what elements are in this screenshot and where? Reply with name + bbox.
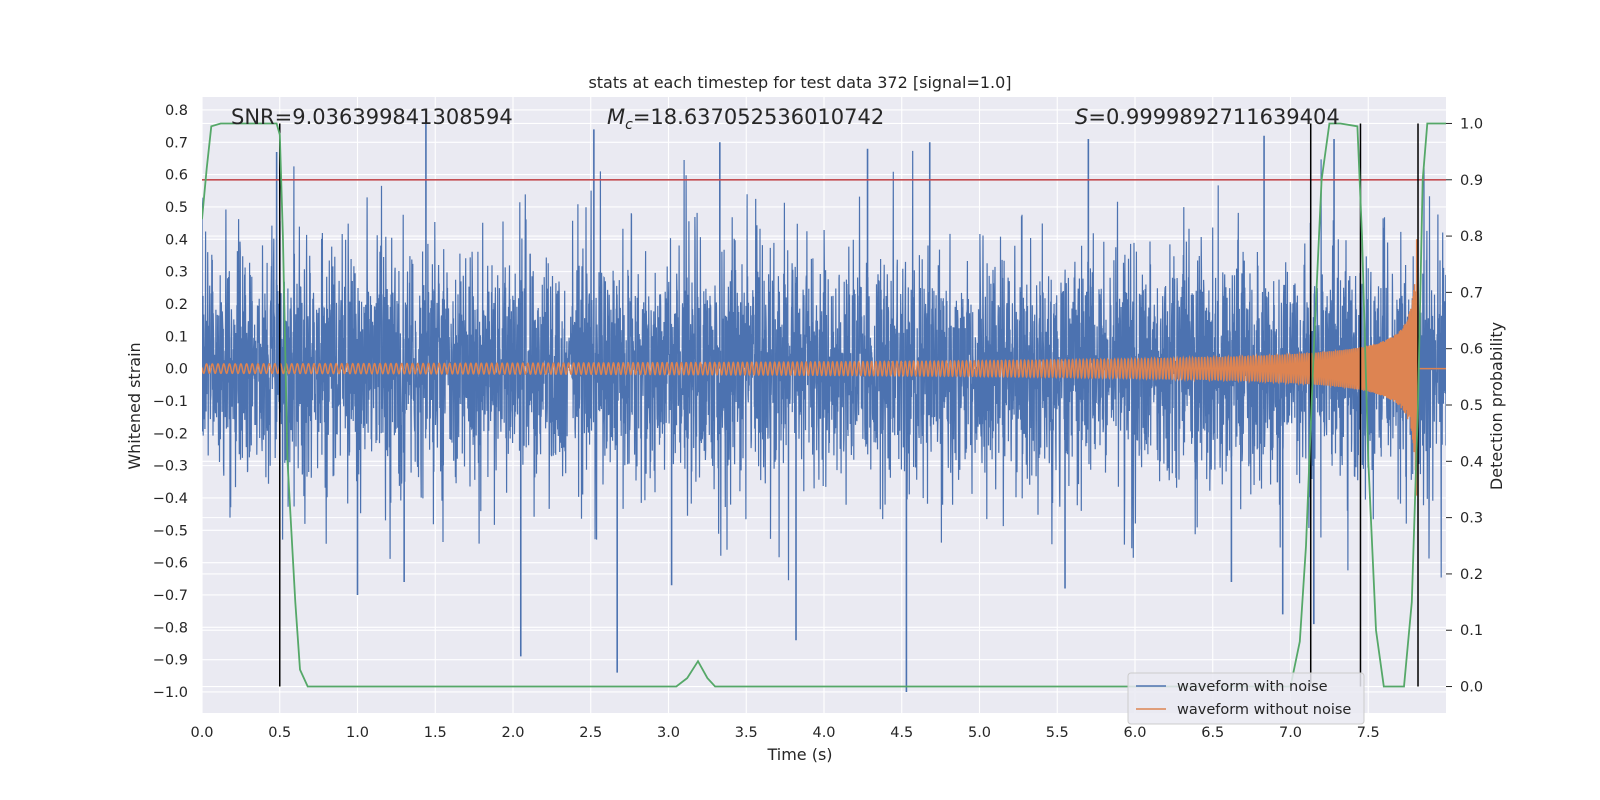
x-tick-label: 3.5 — [735, 725, 758, 741]
y2-axis-label: Detection probability — [1487, 322, 1506, 490]
x-tick-labels: 0.0 0.5 1.0 1.5 2.0 2.5 3.0 3.5 4.0 4.5 5.0 5.5 6.0 6… — [190, 725, 1379, 741]
chart-title: stats at each timestep for test data 372… — [588, 73, 1011, 92]
y-tick-label: 0.3 — [165, 265, 188, 281]
y-tick-label: −0.4 — [153, 491, 188, 507]
y-tick-label: 0.5 — [165, 200, 188, 216]
x-tick-label: 4.0 — [812, 725, 835, 741]
x-tick-label: 2.5 — [579, 725, 602, 741]
y-tick-label: 0.7 — [165, 135, 188, 151]
legend-label-without-noise: waveform without noise — [1177, 702, 1351, 718]
y-tick-label: −0.9 — [153, 653, 188, 669]
y-tick-labels: −1.0 −0.9 −0.8 −0.7 −0.6 −0.5 −0.4 −0.3 −0.2 −0.1… — [153, 103, 188, 701]
y-tick-label: 0.4 — [165, 232, 188, 248]
y-tick-label: −0.3 — [153, 459, 188, 475]
y-tick-label: −0.1 — [153, 394, 188, 410]
chirp-mass-annotation: Mc=18.637052536010742 — [607, 105, 884, 133]
y2-tick-label: 0.9 — [1460, 173, 1483, 189]
x-tick-label: 2.0 — [501, 725, 524, 741]
series-line-waveform-without-noise — [202, 239, 1446, 496]
y2-tick-labels: 0.0 0.1 0.2 0.3 0.4 0.5 0.6 0.7 0.8 0.9 1.0 — [1446, 116, 1483, 696]
y-tick-label: 0.0 — [165, 362, 188, 378]
y2-tick-label: 0.6 — [1460, 342, 1483, 358]
x-tick-label: 0.0 — [190, 725, 213, 741]
y-tick-label: −0.6 — [153, 556, 188, 572]
y2-tick-label: 0.5 — [1460, 398, 1483, 414]
y-tick-label: 0.1 — [165, 329, 188, 345]
legend: waveform with noise waveform without noi… — [1127, 672, 1365, 725]
y-tick-label: 0.6 — [165, 168, 188, 184]
chirp-mass-subscript: c — [625, 117, 633, 133]
legend-label-with-noise: waveform with noise — [1177, 679, 1328, 695]
y-tick-label: −0.5 — [153, 523, 188, 539]
x-tick-label: 0.5 — [268, 725, 291, 741]
y2-tick-label: 0.3 — [1460, 511, 1483, 527]
legend-box — [1127, 672, 1365, 725]
y-tick-label: −0.7 — [153, 588, 188, 604]
score-annotation: S=0.9999892711639404 — [1075, 105, 1340, 129]
x-tick-label: 6.5 — [1201, 725, 1224, 741]
x-tick-label: 3.0 — [657, 725, 680, 741]
x-tick-label: 1.5 — [424, 725, 447, 741]
plot-layer — [202, 119, 1446, 692]
y2-tick-label: 1.0 — [1460, 116, 1483, 132]
y2-tick-label: 0.0 — [1460, 680, 1483, 696]
x-tick-label: 4.5 — [890, 725, 913, 741]
y2-tick-label: 0.7 — [1460, 285, 1483, 301]
x-axis-label: Time (s) — [766, 745, 832, 764]
x-tick-label: 5.0 — [968, 725, 991, 741]
y-axis-label: Whitened strain — [125, 342, 144, 469]
x-tick-label: 1.0 — [346, 725, 369, 741]
x-tick-label: 7.0 — [1279, 725, 1302, 741]
series-line-detection-probability — [202, 122, 1446, 688]
y2-tick-label: 0.1 — [1460, 623, 1483, 639]
y-tick-label: 0.2 — [165, 297, 188, 313]
score-value: =0.9999892711639404 — [1088, 105, 1339, 129]
y2-tick-label: 0.8 — [1460, 229, 1483, 245]
x-tick-label: 6.0 — [1123, 725, 1146, 741]
y2-tick-label: 0.4 — [1460, 454, 1483, 470]
y-tick-label: −1.0 — [153, 685, 188, 701]
score-symbol: S — [1075, 105, 1088, 129]
y-tick-label: −0.8 — [153, 620, 188, 636]
y-tick-label: 0.8 — [165, 103, 188, 119]
chirp-mass-value: =18.637052536010742 — [633, 105, 884, 129]
y-tick-label: −0.2 — [153, 426, 188, 442]
chirp-mass-symbol: M — [607, 105, 625, 129]
y2-tick-label: 0.2 — [1460, 567, 1483, 583]
x-tick-label: 5.5 — [1046, 725, 1069, 741]
x-tick-label: 7.5 — [1357, 725, 1380, 741]
snr-annotation: SNR=9.036399841308594 — [231, 105, 513, 129]
